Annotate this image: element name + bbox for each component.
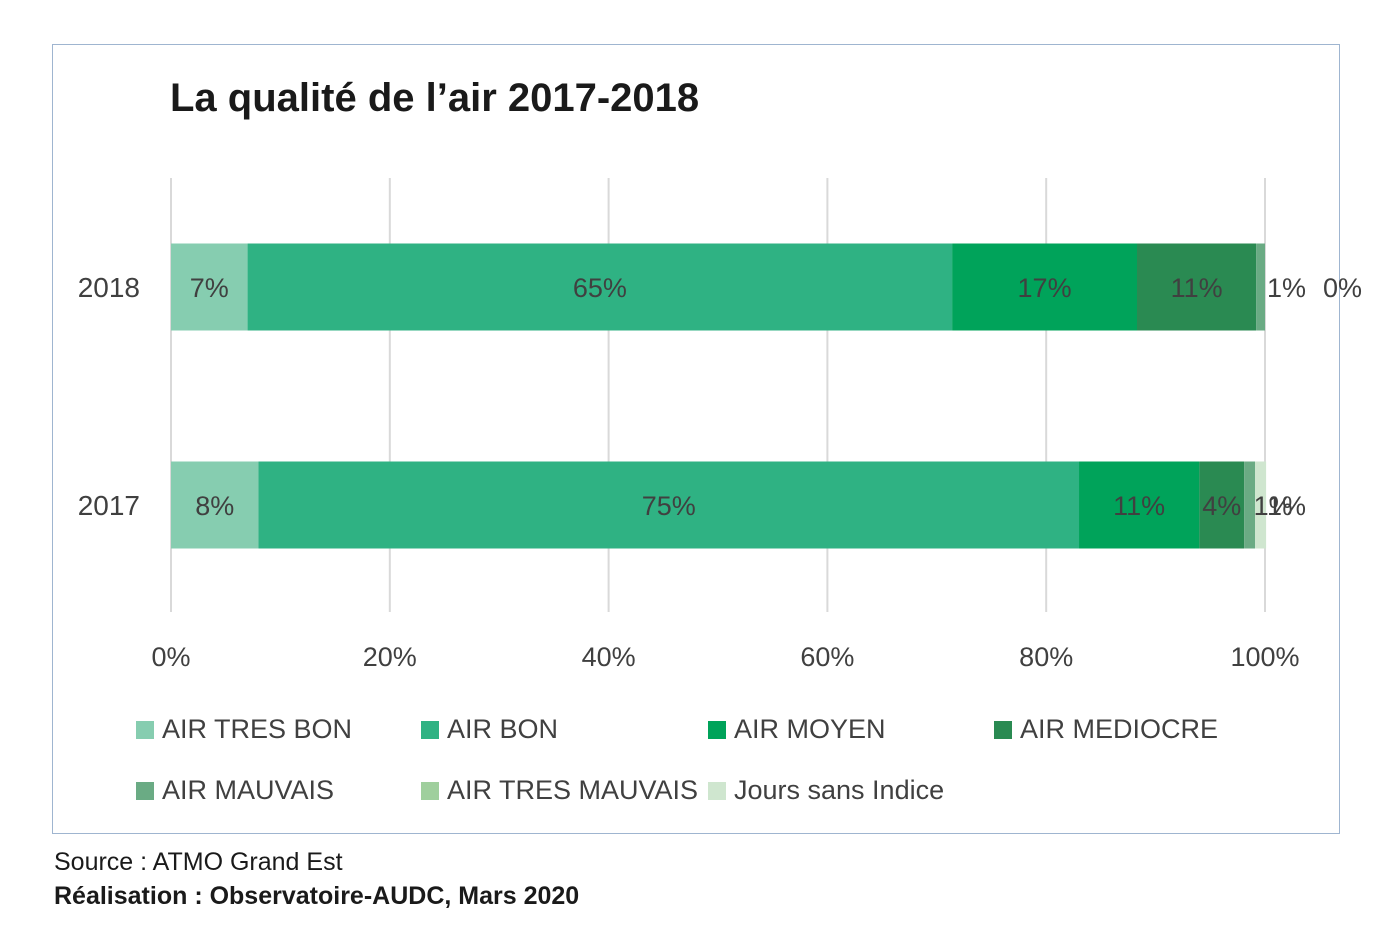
legend-swatch <box>708 781 726 800</box>
data-label: 4% <box>1202 491 1241 521</box>
legend-label: AIR MAUVAIS <box>162 775 335 805</box>
data-label: 0% <box>1323 273 1362 303</box>
legend-item: AIR MAUVAIS <box>136 775 334 806</box>
data-label: 1% <box>1267 273 1306 303</box>
x-tick-label: 0% <box>151 642 190 672</box>
data-label: 1% <box>1267 491 1306 521</box>
bar-segment <box>1244 461 1256 549</box>
bars <box>171 243 1267 549</box>
bar-segment <box>171 243 248 331</box>
chart-frame <box>52 44 1340 834</box>
legend-label: AIR MOYEN <box>734 714 886 744</box>
legend-swatch <box>136 781 154 800</box>
credit-note: Réalisation : Observatoire-AUDC, Mars 20… <box>54 882 580 910</box>
bar-segment <box>247 243 953 331</box>
legend-label: AIR MEDIOCRE <box>1020 714 1219 744</box>
legend-swatch <box>421 720 439 739</box>
data-labels: 7% 65% 17% 11% 1% 0%8% 75% 11% 4% 1%1% <box>190 273 1362 521</box>
bar-segment <box>1256 243 1265 331</box>
axis-labels: 0% 20% 40% 60% 80% 100% 2018 2017 <box>78 272 1300 672</box>
legend-label: AIR TRES BON <box>162 714 353 744</box>
data-label: 11% <box>1113 491 1165 521</box>
chart-title: La qualité de l’air 2017-2018 <box>170 76 700 120</box>
y-category-label: 2017 <box>78 490 140 521</box>
legend-item: AIR MEDIOCRE <box>994 714 1218 745</box>
source-note: Source : ATMO Grand Est <box>54 848 343 876</box>
legend-swatch <box>994 720 1012 739</box>
legend-label: Jours sans Indice <box>734 775 945 805</box>
bar-segment <box>952 243 1138 331</box>
legend-label: AIR TRES MAUVAIS <box>447 775 699 805</box>
bar-segment <box>1199 461 1245 549</box>
data-label: 7% <box>190 273 229 303</box>
legend-label: AIR BON <box>447 714 559 744</box>
data-label: 65% <box>573 273 627 303</box>
bar-segment <box>1079 461 1200 549</box>
legend-item: AIR TRES BON <box>136 714 352 745</box>
legend-swatch <box>136 720 154 739</box>
legend-item: Jours sans Indice <box>708 775 944 806</box>
x-tick-label: 40% <box>582 642 636 672</box>
x-tick-label: 60% <box>800 642 854 672</box>
data-label: 8% <box>195 491 234 521</box>
legend-item: AIR TRES MAUVAIS <box>421 775 698 806</box>
data-label: 75% <box>642 491 696 521</box>
data-label: 11% <box>1171 273 1223 303</box>
bar-segment <box>1255 461 1267 549</box>
data-label: 17% <box>1018 273 1072 303</box>
legend-swatch <box>421 781 439 800</box>
legend-item: AIR BON <box>421 714 558 745</box>
legend-item: AIR MOYEN <box>708 714 886 745</box>
bar-segment <box>171 461 259 549</box>
data-label: 1% <box>1254 491 1293 521</box>
bar-segment <box>258 461 1080 549</box>
bar-chart: 7% 65% 17% 11% 1% 0%8% 75% 11% 4% 1%1% 0% 20% 40% 60… <box>78 178 1362 672</box>
x-tick-label: 80% <box>1019 642 1073 672</box>
x-tick-label: 20% <box>363 642 417 672</box>
y-category-label: 2018 <box>78 272 140 303</box>
bar-segment <box>1137 243 1257 331</box>
x-tick-label: 100% <box>1230 642 1299 672</box>
legend-swatch <box>708 720 726 739</box>
